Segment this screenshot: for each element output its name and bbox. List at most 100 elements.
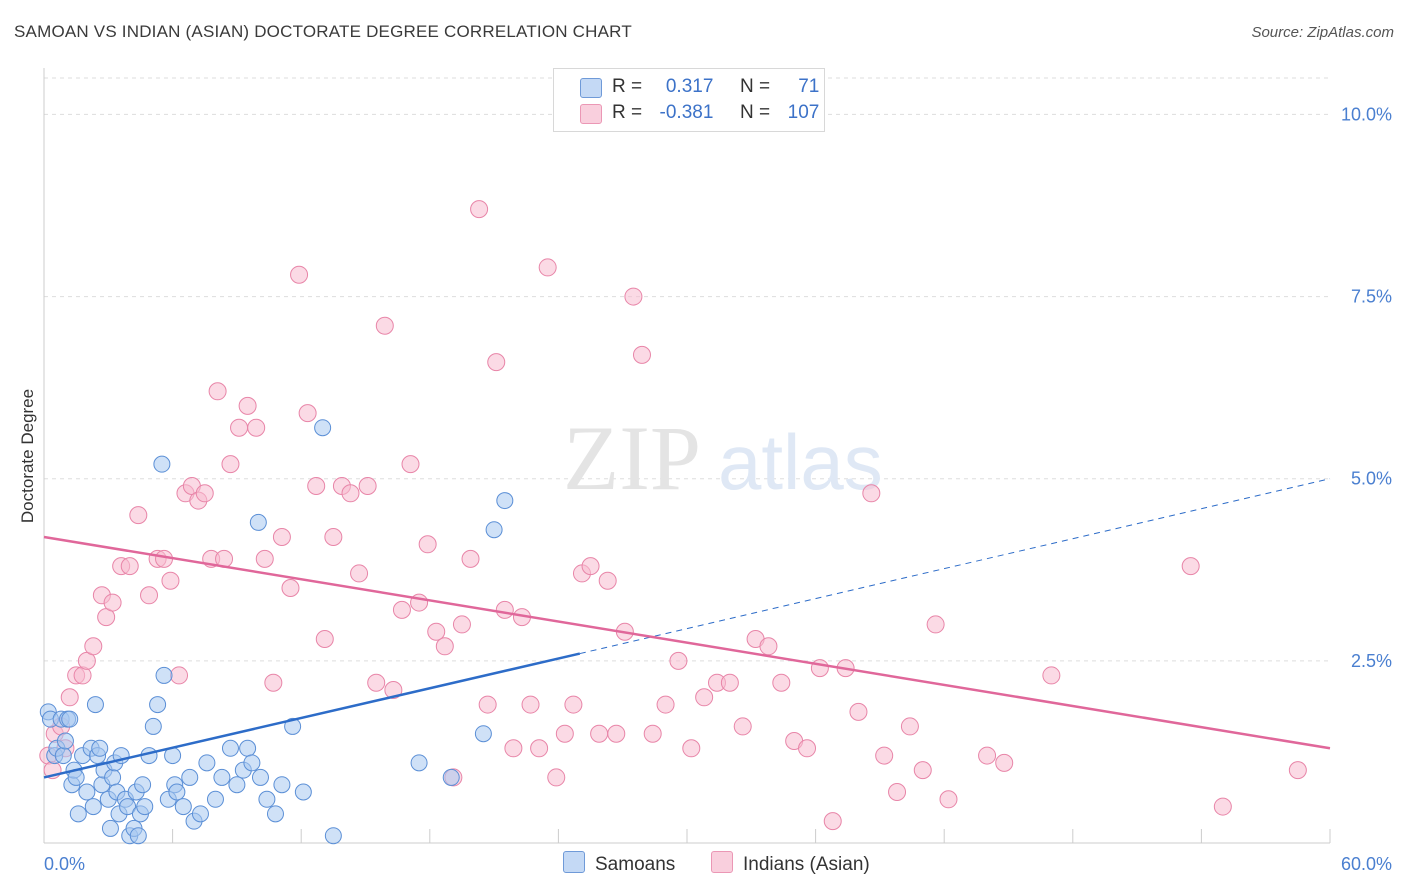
indians-point-97	[913, 761, 932, 780]
indians-point-93	[862, 484, 881, 503]
indians-point-78	[669, 651, 688, 670]
indians-point-15	[140, 586, 159, 605]
indians-trend-line	[43, 535, 1331, 750]
samoans-r-label: R =	[612, 76, 643, 97]
indians-point-101	[995, 753, 1014, 772]
samoans-point-54	[228, 776, 246, 794]
samoans-point-69	[485, 521, 503, 539]
indians-point-98	[926, 615, 945, 634]
samoans-point-37	[136, 798, 154, 816]
indians-point-88	[798, 739, 817, 758]
indians-point-55	[461, 549, 480, 568]
samoans-point-41	[155, 666, 173, 684]
samoans-point-40	[149, 696, 167, 714]
samoans-swatch	[580, 78, 602, 98]
indians-point-35	[290, 265, 309, 284]
indians-point-23	[195, 484, 214, 503]
indians-point-74	[624, 287, 643, 306]
indians-point-11	[103, 593, 122, 612]
indians-point-45	[375, 316, 394, 335]
indians-point-105	[1288, 761, 1307, 780]
samoans-point-30	[119, 798, 137, 816]
indians-point-39	[324, 528, 343, 546]
indians-point-64	[538, 258, 557, 277]
y-tick-label-3: 10.0%	[1341, 104, 1392, 124]
indians-point-42	[350, 564, 369, 583]
samoans-n-value: 71	[798, 76, 820, 97]
samoans-point-71	[153, 455, 171, 473]
samoans-point-53	[221, 739, 239, 757]
samoans-trend-line	[43, 652, 581, 779]
indians-point-104	[1213, 797, 1232, 816]
indians-point-44	[367, 673, 386, 692]
indians-point-31	[255, 549, 274, 568]
indians-point-72	[607, 724, 626, 743]
samoans-point-57	[243, 754, 261, 772]
samoans-point-51	[206, 790, 224, 808]
indians-point-83	[733, 717, 752, 736]
samoans-point-62	[284, 717, 302, 735]
watermark: ZIP atlas	[563, 407, 883, 509]
indians-point-63	[530, 739, 549, 758]
indians-point-28	[230, 418, 249, 437]
indians-point-59	[495, 600, 514, 619]
samoans-legend-swatch	[563, 851, 585, 873]
indians-point-66	[555, 724, 574, 743]
indians-point-34	[281, 579, 300, 597]
indians-point-50	[418, 535, 437, 554]
samoans-point-16	[84, 798, 102, 816]
indians-point-33	[272, 528, 291, 546]
samoans-points	[39, 419, 514, 845]
x-tick-label-0: 0.0%	[44, 854, 85, 874]
indians-point-85	[759, 637, 778, 656]
samoans-point-63	[294, 783, 312, 801]
indians-point-71	[598, 571, 617, 590]
indians-swatch	[580, 104, 602, 124]
samoans-trend-extension	[579, 478, 1331, 655]
samoans-point-6	[56, 732, 74, 750]
indians-point-30	[247, 418, 266, 437]
samoans-point-24	[104, 768, 122, 786]
indians-point-90	[823, 812, 842, 831]
indians-point-43	[358, 477, 377, 495]
samoans-point-39	[144, 717, 162, 735]
indians-point-67	[564, 695, 583, 714]
indians-point-70	[590, 724, 609, 743]
samoans-point-72	[249, 513, 267, 531]
indians-point-92	[849, 702, 868, 721]
samoans-point-68	[474, 725, 492, 743]
indians-n-label: N =	[739, 102, 771, 123]
x-tick-label-1: 60.0%	[1341, 854, 1392, 874]
indians-point-80	[695, 688, 714, 707]
indians-point-79	[682, 739, 701, 758]
indians-point-65	[547, 768, 566, 787]
indians-point-75	[632, 345, 651, 364]
indians-point-32	[264, 673, 283, 692]
indians-point-77	[656, 695, 675, 714]
watermark-atlas: atlas	[718, 418, 883, 506]
source-label: Source: ZipAtlas.com	[1251, 24, 1394, 41]
samoans-point-12	[69, 805, 87, 823]
samoans-point-65	[324, 827, 342, 845]
indians-point-36	[298, 404, 317, 423]
stats-legend: R = 0.317 N = 71 R = -0.381 N = 107	[553, 68, 825, 132]
indians-point-54	[452, 615, 471, 634]
trend-lines	[43, 478, 1331, 779]
indians-point-4	[60, 688, 79, 707]
bottom-legend-samoans: Samoans	[563, 851, 675, 876]
indians-point-62	[521, 695, 540, 714]
samoans-n-label: N =	[739, 76, 771, 97]
indians-legend-swatch	[711, 851, 733, 873]
indians-point-95	[888, 783, 907, 801]
indians-point-82	[720, 673, 739, 692]
y-tick-label-0: 2.5%	[1351, 651, 1392, 671]
samoans-point-19	[91, 739, 109, 757]
samoans-point-66	[410, 754, 428, 772]
indians-point-8	[84, 637, 103, 656]
indians-r-label: R =	[612, 102, 643, 123]
samoans-point-34	[129, 827, 147, 845]
indians-point-25	[208, 382, 227, 401]
samoans-point-52	[213, 768, 231, 786]
indians-point-19	[170, 666, 189, 685]
